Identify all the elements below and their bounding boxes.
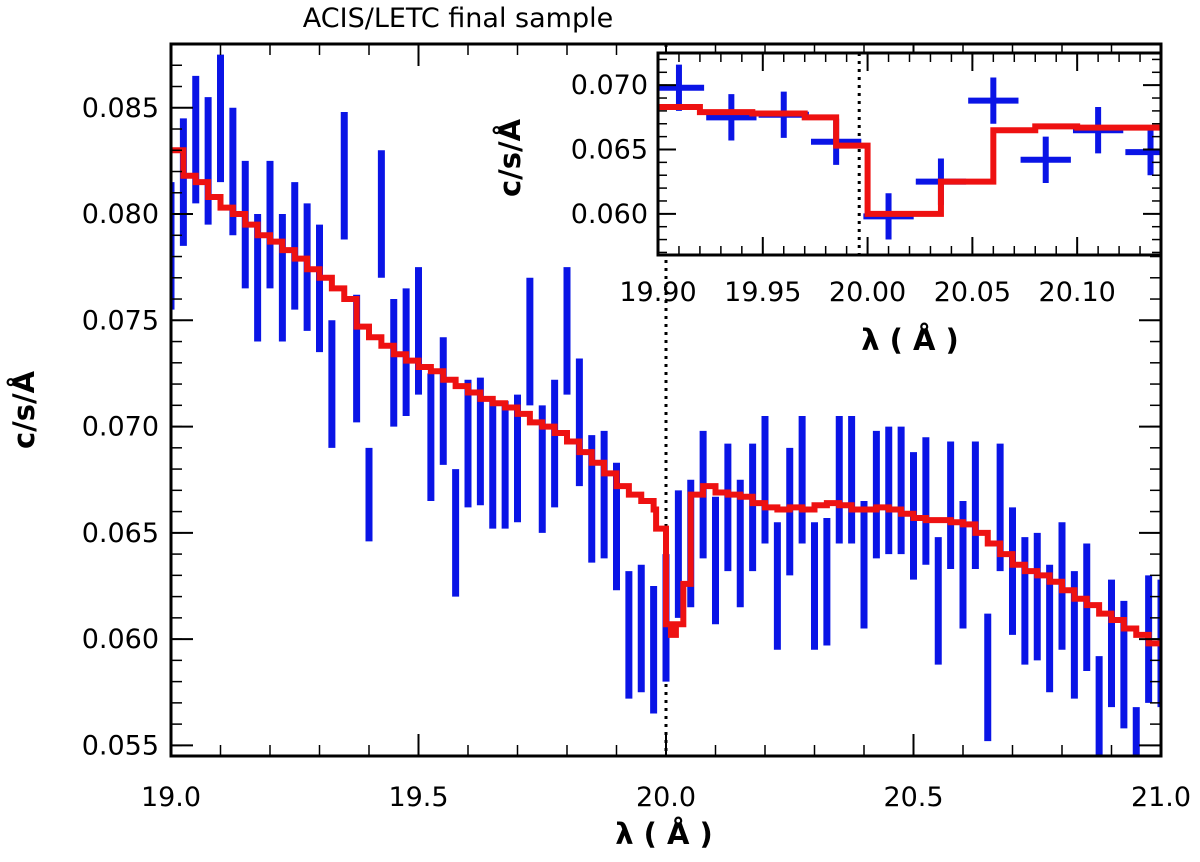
- inset-plot-background: [658, 53, 1161, 255]
- inset-x-tick-label: 20.05: [934, 277, 1011, 308]
- main-y-tick-label: 0.085: [82, 93, 159, 124]
- inset-model-step-line: [658, 104, 1161, 217]
- inset-y-axis-label: c/s/Å: [493, 118, 527, 197]
- main-data-point: [328, 320, 336, 448]
- main-data-point: [171, 182, 175, 310]
- main-data-point: [464, 379, 472, 508]
- inset-x-tick-label: 20.10: [1039, 277, 1116, 308]
- inset-data-point: [658, 64, 705, 111]
- main-data-point: [390, 299, 398, 427]
- main-y-tick-label: 0.065: [82, 518, 159, 549]
- main-y-axis-label: c/s/Å: [7, 370, 41, 449]
- main-y-tick-label: 0.055: [82, 730, 159, 761]
- main-data-point: [204, 97, 212, 225]
- inset-x-axis: 19.90 19.95 20.00 20.05 20.10: [619, 53, 1162, 308]
- chart-title: ACIS/LETC final sample: [303, 3, 613, 34]
- main-x-tick-label: 20.0: [636, 782, 696, 813]
- main-data-point: [749, 443, 757, 572]
- main-data-point: [650, 585, 658, 714]
- main-data-point: [1108, 579, 1115, 708]
- main-data-point: [365, 447, 373, 542]
- main-data-point: [501, 401, 509, 529]
- main-data-point: [415, 267, 422, 395]
- main-data-point: [773, 522, 781, 650]
- main-y-tick-label: 0.080: [82, 199, 159, 230]
- main-data-point: [712, 496, 719, 625]
- main-data-point: [316, 224, 323, 353]
- main-data-point: [922, 437, 930, 565]
- inset-x-tick-label: 20.00: [829, 277, 906, 308]
- main-data-point: [736, 479, 744, 608]
- main-data-point: [984, 613, 992, 742]
- inset-y-tick-label: 0.060: [571, 199, 648, 230]
- main-data-point: [724, 443, 732, 572]
- main-x-tick-label: 21.0: [1131, 782, 1191, 813]
- main-data-point: [217, 54, 224, 183]
- main-data-point: [1033, 532, 1041, 661]
- main-data-point: [1132, 707, 1140, 756]
- main-model-step-line: [171, 147, 1161, 647]
- main-data-point: [872, 430, 880, 559]
- main-y-tick-label: 0.060: [82, 624, 159, 655]
- main-data-point: [637, 564, 645, 693]
- main-data-point: [551, 379, 559, 508]
- main-data-point: [266, 160, 274, 289]
- inset-x-axis-label: λ ( Å ): [861, 323, 959, 357]
- main-data-point: [278, 214, 286, 342]
- main-data-point: [823, 517, 831, 646]
- main-data-point: [860, 500, 868, 629]
- main-data-point: [179, 118, 187, 246]
- inset-plot-area: [658, 53, 1161, 255]
- inset-data-point: [968, 77, 1019, 124]
- main-data-point: [947, 441, 955, 569]
- main-data-point: [291, 182, 299, 310]
- main-y-tick-label: 0.075: [82, 305, 159, 336]
- main-data-point: [563, 267, 571, 395]
- main-data-point: [971, 441, 979, 569]
- main-data-point: [674, 490, 682, 618]
- main-data-point: [811, 522, 818, 650]
- main-data-point: [575, 358, 583, 487]
- main-data-point: [340, 112, 348, 240]
- inset-y-tick-label: 0.070: [571, 70, 648, 101]
- main-x-axis: 19.0 19.5 20.0 20.5 21.0: [141, 44, 1191, 813]
- main-data-point: [439, 337, 447, 465]
- main-data-point: [761, 415, 769, 544]
- main-data-point: [1095, 656, 1103, 756]
- main-data-point: [848, 415, 856, 544]
- inset-y-axis: 0.060 0.065 0.070: [571, 58, 1161, 254]
- main-data-point: [625, 571, 633, 699]
- main-data-point: [452, 469, 460, 597]
- main-x-tick-label: 20.5: [883, 782, 943, 813]
- main-data-point: [377, 150, 385, 278]
- main-data-point: [526, 277, 534, 406]
- inset-data-point: [1020, 136, 1071, 183]
- inset-x-tick-label: 19.95: [724, 277, 801, 308]
- main-x-axis-label: λ ( Å ): [615, 817, 713, 851]
- main-data-point: [489, 401, 497, 529]
- main-data-point: [934, 537, 942, 665]
- main-data-point: [1046, 564, 1054, 693]
- main-data-point: [897, 426, 905, 555]
- main-data-point: [1021, 537, 1029, 665]
- main-x-tick-label: 19.5: [388, 782, 448, 813]
- main-data-point: [427, 373, 435, 501]
- inset-x-tick-label: 19.90: [619, 277, 696, 308]
- main-x-tick-label: 19.0: [141, 782, 201, 813]
- main-data-point: [798, 415, 806, 544]
- main-y-tick-label: 0.070: [82, 412, 159, 443]
- main-data-point: [885, 426, 893, 555]
- main-plot-area: [171, 44, 1161, 756]
- main-data-point: [600, 430, 608, 559]
- main-data-point: [835, 415, 843, 544]
- inset-data-point: [706, 94, 757, 141]
- inset-data-point: [1125, 128, 1161, 176]
- inset-y-tick-label: 0.065: [571, 134, 648, 165]
- main-data-point: [1009, 507, 1016, 635]
